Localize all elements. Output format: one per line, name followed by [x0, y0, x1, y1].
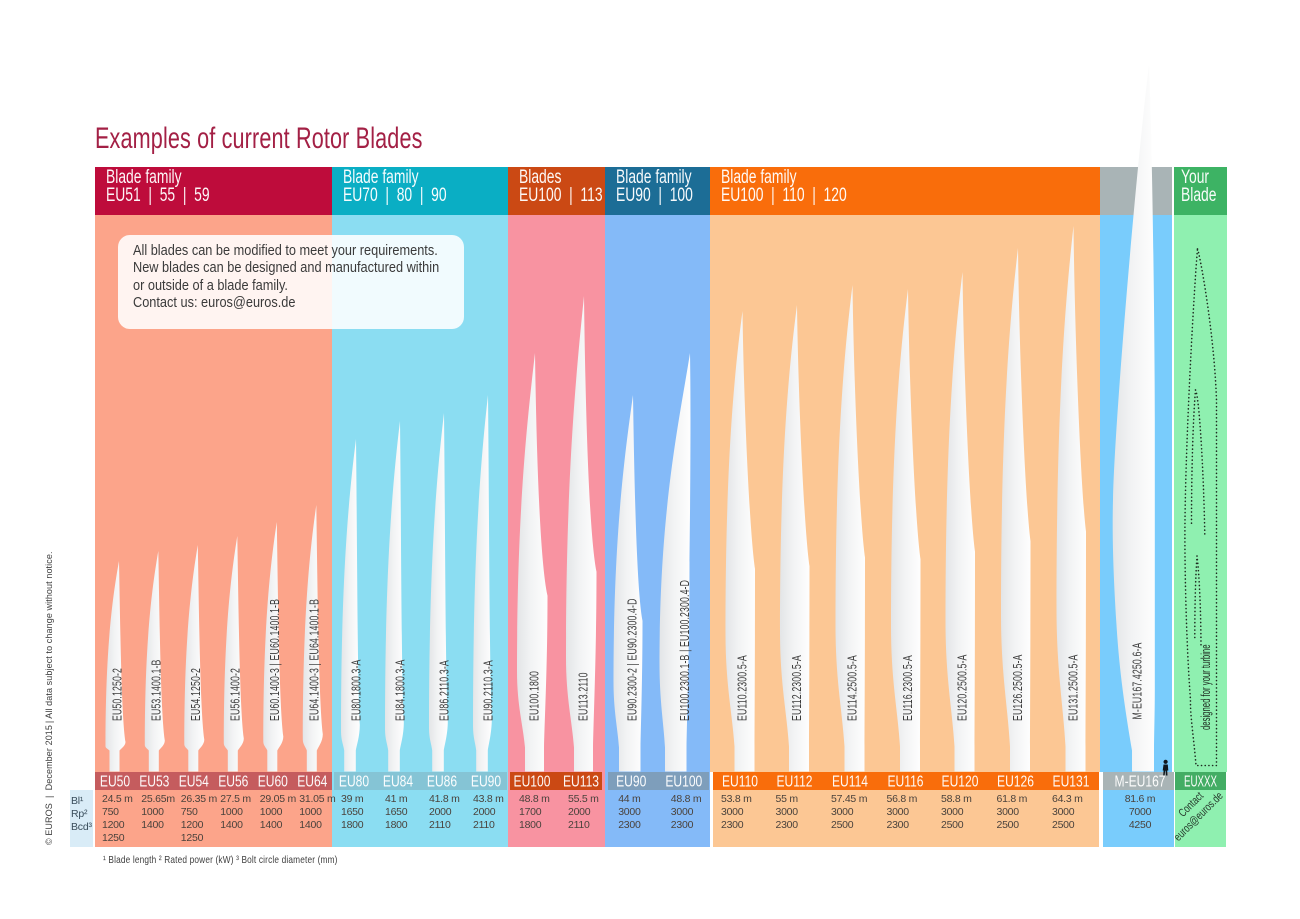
- svg-text:EU100: EU100: [514, 772, 551, 790]
- svg-text:EU113.2110: EU113.2110: [577, 672, 591, 721]
- svg-text:EU110: EU110: [722, 772, 758, 790]
- svg-text:EU60: EU60: [258, 772, 288, 790]
- svg-text:EU64: EU64: [297, 772, 327, 790]
- svg-text:EU56.1400-2: EU56.1400-2: [229, 668, 243, 721]
- svg-text:EU90.2110.3-A: EU90.2110.3-A: [482, 660, 496, 721]
- svg-text:EU80: EU80: [339, 772, 369, 790]
- svg-text:EU84: EU84: [383, 772, 413, 790]
- svg-text:EUXXX: EUXXX: [1184, 772, 1217, 790]
- svg-text:EU116.2300.5-A: EU116.2300.5-A: [901, 655, 915, 721]
- svg-text:EU56: EU56: [218, 772, 248, 790]
- svg-text:EU54.1250-2: EU54.1250-2: [190, 668, 204, 721]
- svg-text:EU113: EU113: [563, 772, 599, 790]
- svg-text:EU131.2500.5-A: EU131.2500.5-A: [1067, 654, 1081, 721]
- svg-text:EU80.1800.3-A: EU80.1800.3-A: [350, 659, 364, 721]
- svg-text:EU86: EU86: [427, 772, 457, 790]
- svg-text:M-EU167: M-EU167: [1115, 772, 1166, 790]
- svg-text:EU64.1400-3 | EU64.1400.1-B: EU64.1400-3 | EU64.1400.1-B: [308, 599, 322, 721]
- svg-text:EU60.1400-3 | EU60.1400.1-B: EU60.1400-3 | EU60.1400.1-B: [269, 599, 283, 721]
- svg-text:EU86.2110.3-A: EU86.2110.3-A: [438, 660, 452, 721]
- svg-text:EU131: EU131: [1053, 772, 1090, 790]
- svg-text:EU112: EU112: [776, 772, 812, 790]
- svg-text:EU90.2300-2 | EU90.2300.4-D: EU90.2300-2 | EU90.2300.4-D: [626, 598, 640, 721]
- svg-text:EU116: EU116: [887, 772, 923, 790]
- svg-text:M-EU167.4250.6-A: M-EU167.4250.6-A: [1131, 642, 1145, 720]
- svg-text:EU84.1800.3-A: EU84.1800.3-A: [394, 659, 408, 721]
- svg-text:EU100.2300.1-B | EU100.2300.4-: EU100.2300.1-B | EU100.2300.4-D: [679, 580, 693, 721]
- svg-text:EU54: EU54: [179, 772, 209, 790]
- svg-text:EU126: EU126: [997, 772, 1034, 790]
- svg-text:EU50: EU50: [100, 772, 130, 790]
- svg-text:designed for your turbine: designed for your turbine: [1200, 644, 1213, 730]
- svg-text:EU100: EU100: [665, 772, 702, 790]
- svg-text:EU53: EU53: [139, 772, 169, 790]
- svg-text:EU110.2300.5-A: EU110.2300.5-A: [736, 655, 750, 721]
- svg-text:EU126.2500.5-A: EU126.2500.5-A: [1011, 654, 1025, 721]
- svg-text:EU114.2500.5-A: EU114.2500.5-A: [846, 655, 860, 721]
- svg-text:EU90: EU90: [616, 772, 646, 790]
- svg-text:EU90: EU90: [471, 772, 501, 790]
- svg-text:EU100.1800: EU100.1800: [528, 671, 542, 721]
- svg-text:EU120.2500.5-A: EU120.2500.5-A: [956, 654, 970, 721]
- svg-text:EU120: EU120: [942, 772, 979, 790]
- svg-text:EU50.1250-2: EU50.1250-2: [111, 668, 125, 721]
- svg-text:EU114: EU114: [832, 772, 868, 790]
- svg-text:EU112.2300.5-A: EU112.2300.5-A: [790, 655, 804, 721]
- svg-text:EU53.1400.1-B: EU53.1400.1-B: [150, 659, 164, 721]
